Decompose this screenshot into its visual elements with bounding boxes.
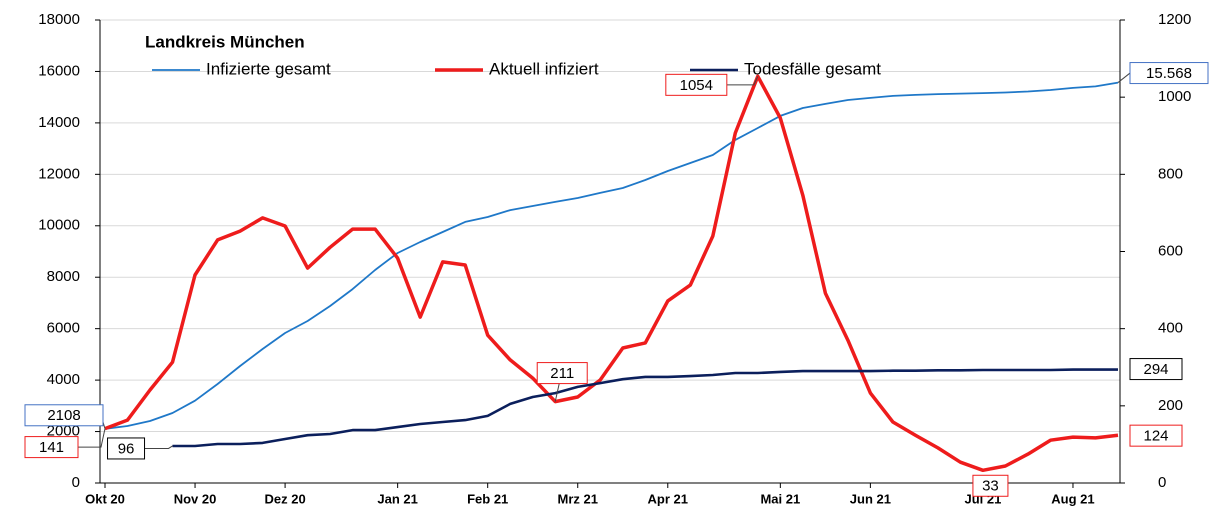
leader-line — [726, 76, 759, 86]
y2-tick-label: 200 — [1158, 397, 1183, 414]
data-label-box — [665, 73, 728, 96]
x-tick-label: Mai 21 — [760, 491, 800, 506]
x-tick-label: Aug 21 — [1051, 491, 1094, 506]
y-tick-label: 0 — [72, 474, 80, 491]
data-label-box — [1129, 424, 1183, 447]
y-tick-label: 18000 — [38, 11, 80, 28]
series-line — [104, 81, 1119, 430]
data-label: 141 — [39, 439, 64, 456]
x-tick-label: Mrz 21 — [557, 491, 597, 506]
data-label: 211 — [550, 365, 574, 382]
data-label-box — [1129, 358, 1183, 381]
x-tick-label: Feb 21 — [467, 491, 508, 506]
x-tick-label: Nov 20 — [174, 491, 217, 506]
y2-tick-label: 400 — [1158, 320, 1183, 337]
y-tick-label: 2000 — [47, 423, 80, 440]
data-label-box — [24, 404, 104, 427]
x-tick-label: Jun 21 — [850, 491, 891, 506]
data-label-box — [24, 436, 79, 459]
data-label: 96 — [118, 440, 135, 457]
y2-tick-label: 1000 — [1158, 88, 1191, 105]
legend-label: Aktuell infiziert — [489, 59, 599, 78]
y2-tick-label: 600 — [1158, 242, 1183, 259]
y-tick-label: 6000 — [47, 320, 80, 337]
y-tick-label: 10000 — [38, 217, 80, 234]
y2-tick-label: 800 — [1158, 165, 1183, 182]
y-tick-label: 16000 — [38, 62, 80, 79]
y-tick-label: 12000 — [38, 165, 80, 182]
data-label-box — [972, 474, 1009, 497]
leader-line — [1117, 72, 1131, 83]
x-tick-label: Okt 20 — [85, 491, 125, 506]
data-label: 2108 — [47, 407, 80, 424]
y2-tick-label: 0 — [1158, 474, 1166, 491]
x-tick-label: Apr 21 — [648, 491, 688, 506]
legend-label: Infizierte gesamt — [206, 59, 331, 78]
data-label: 294 — [1143, 361, 1168, 378]
series-line — [172, 368, 1118, 448]
y-tick-label: 14000 — [38, 114, 80, 131]
data-label: 1054 — [680, 77, 713, 94]
leader-line — [144, 445, 173, 449]
data-label-box — [536, 362, 588, 385]
legend-label: Todesfälle gesamt — [744, 59, 881, 78]
data-label: 15.568 — [1146, 65, 1192, 82]
leader-line — [554, 383, 560, 402]
y-tick-label: 4000 — [47, 371, 80, 388]
series-line — [104, 74, 1119, 473]
data-label: 33 — [982, 478, 999, 495]
x-tick-label: Jan 21 — [377, 491, 417, 506]
y2-tick-label: 1200 — [1158, 11, 1191, 28]
y-tick-label: 8000 — [47, 268, 80, 285]
data-label-box — [1129, 62, 1209, 85]
chart-title: Landkreis München — [145, 32, 305, 51]
data-label: 124 — [1143, 428, 1168, 445]
data-label-box — [107, 437, 146, 460]
leader-line — [78, 428, 106, 448]
x-tick-label: Dez 20 — [264, 491, 305, 506]
